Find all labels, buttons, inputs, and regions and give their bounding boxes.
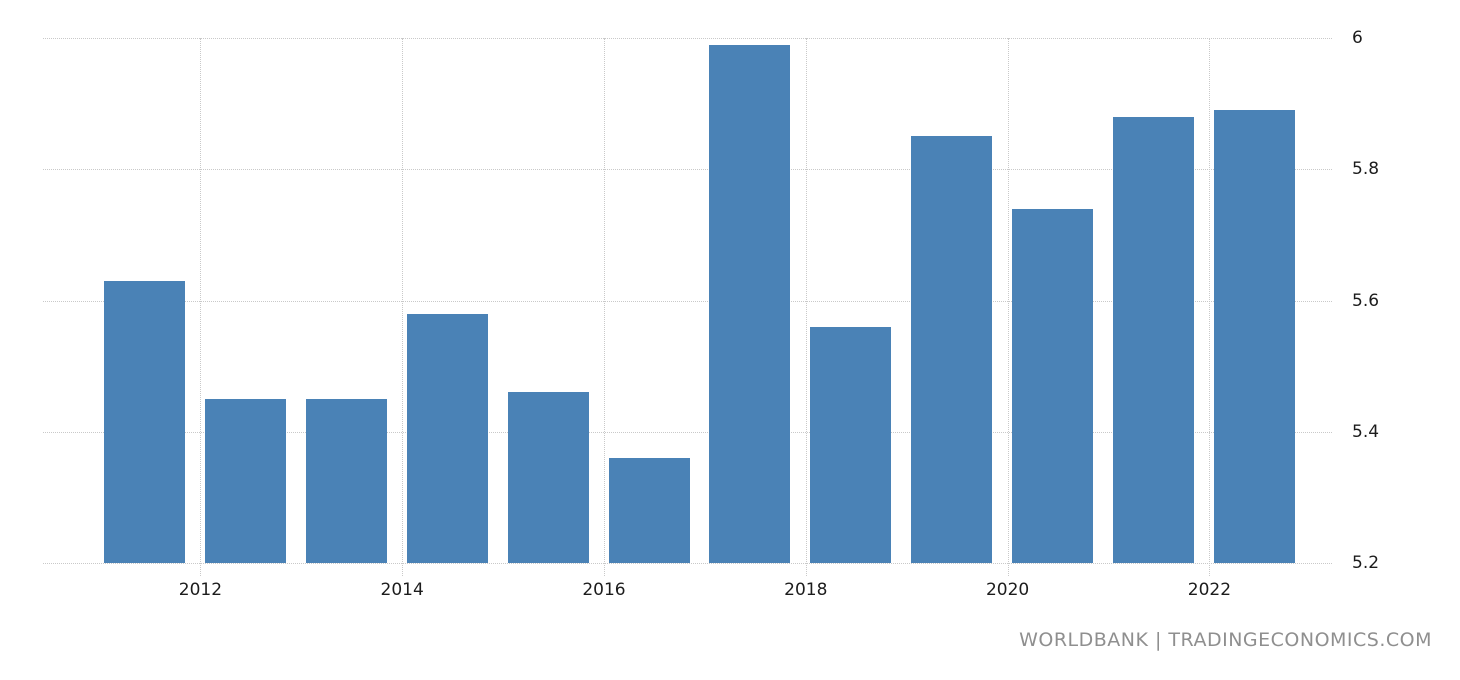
watermark: WORLDBANK | TRADINGECONOMICS.COM [1019, 629, 1432, 651]
bar-2011 [104, 280, 185, 563]
bar-2021 [1113, 116, 1194, 563]
y-tick-label: 6 [1352, 28, 1363, 48]
x-tick-label: 2016 [582, 580, 626, 600]
bar-2018 [810, 326, 892, 563]
y-tick-label: 5.2 [1352, 553, 1380, 573]
bar-2022 [1213, 110, 1295, 563]
bar-2014 [406, 313, 488, 563]
x-tick-label: 2020 [985, 580, 1030, 600]
bar-2019 [911, 136, 993, 563]
y-gridline [43, 563, 1332, 564]
y-tick-label: 5.8 [1352, 159, 1380, 180]
bar-2012 [204, 398, 286, 563]
bar-2015 [507, 392, 589, 563]
x-gridline [805, 38, 807, 576]
bar-2017 [709, 44, 791, 563]
bar-2013 [305, 398, 387, 563]
x-gridline [200, 38, 202, 576]
x-gridline [1007, 38, 1009, 576]
y-tick-label: 5.6 [1352, 290, 1380, 311]
x-gridline [604, 38, 605, 576]
y-gridline [43, 300, 1332, 302]
x-tick-label: 2014 [380, 580, 424, 600]
y-tick-label: 5.4 [1352, 421, 1380, 442]
x-tick-label: 2022 [1187, 580, 1232, 600]
y-gridline [43, 38, 1332, 39]
x-gridline [1209, 38, 1211, 576]
y-gridline [43, 431, 1332, 433]
x-tick-label: 2012 [178, 580, 223, 600]
x-gridline [402, 38, 404, 576]
y-gridline [43, 169, 1332, 171]
bar-2016 [608, 458, 690, 563]
bar-2020 [1012, 208, 1094, 563]
x-tick-label: 2018 [784, 580, 828, 600]
